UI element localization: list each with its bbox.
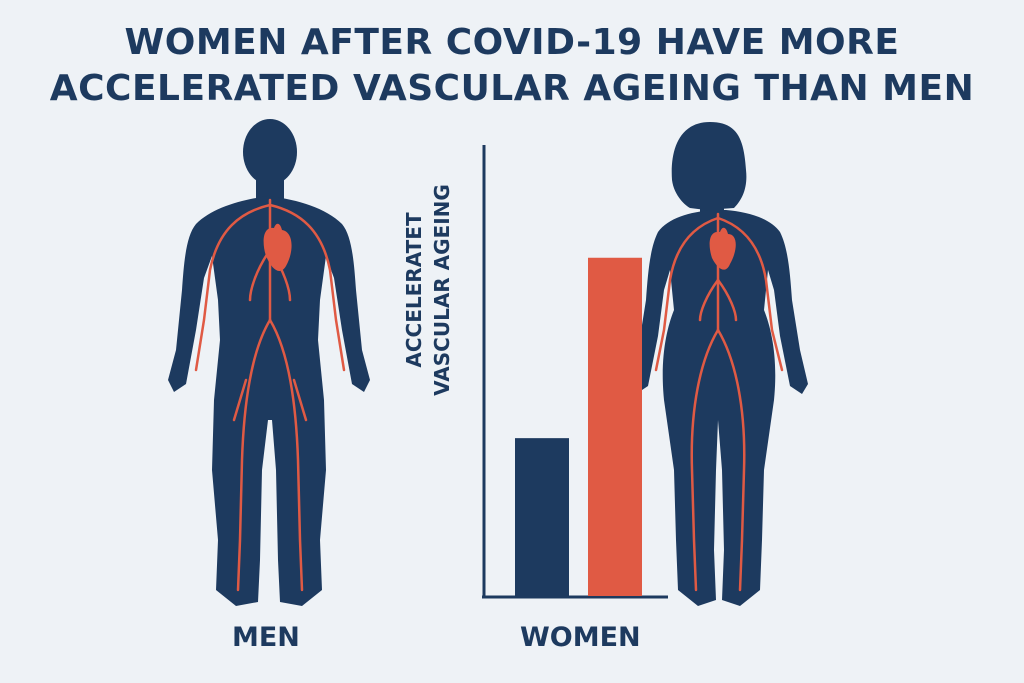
y-axis-label: ACCELERATET VASCULAR AGEING bbox=[400, 170, 464, 410]
y-axis-label-line-1: ACCELERATET bbox=[402, 212, 426, 368]
women-label: WOMEN bbox=[520, 622, 641, 653]
men-label: MEN bbox=[232, 622, 300, 653]
female-figure bbox=[630, 122, 808, 606]
female-heart bbox=[709, 227, 736, 270]
male-heart bbox=[263, 223, 292, 271]
bar-chart bbox=[482, 145, 668, 599]
title-line-1: WOMEN AFTER COVID-19 HAVE MORE bbox=[124, 22, 900, 63]
y-axis-label-line-2: VASCULAR AGEING bbox=[430, 184, 454, 396]
male-figure bbox=[168, 119, 370, 606]
bar-2 bbox=[588, 257, 642, 596]
bar-1 bbox=[515, 438, 569, 596]
title-line-2: ACCELERATED VASCULAR AGEING THAN MEN bbox=[49, 68, 975, 109]
chart-title: WOMEN AFTER COVID-19 HAVE MORE ACCELERAT… bbox=[0, 20, 1024, 112]
